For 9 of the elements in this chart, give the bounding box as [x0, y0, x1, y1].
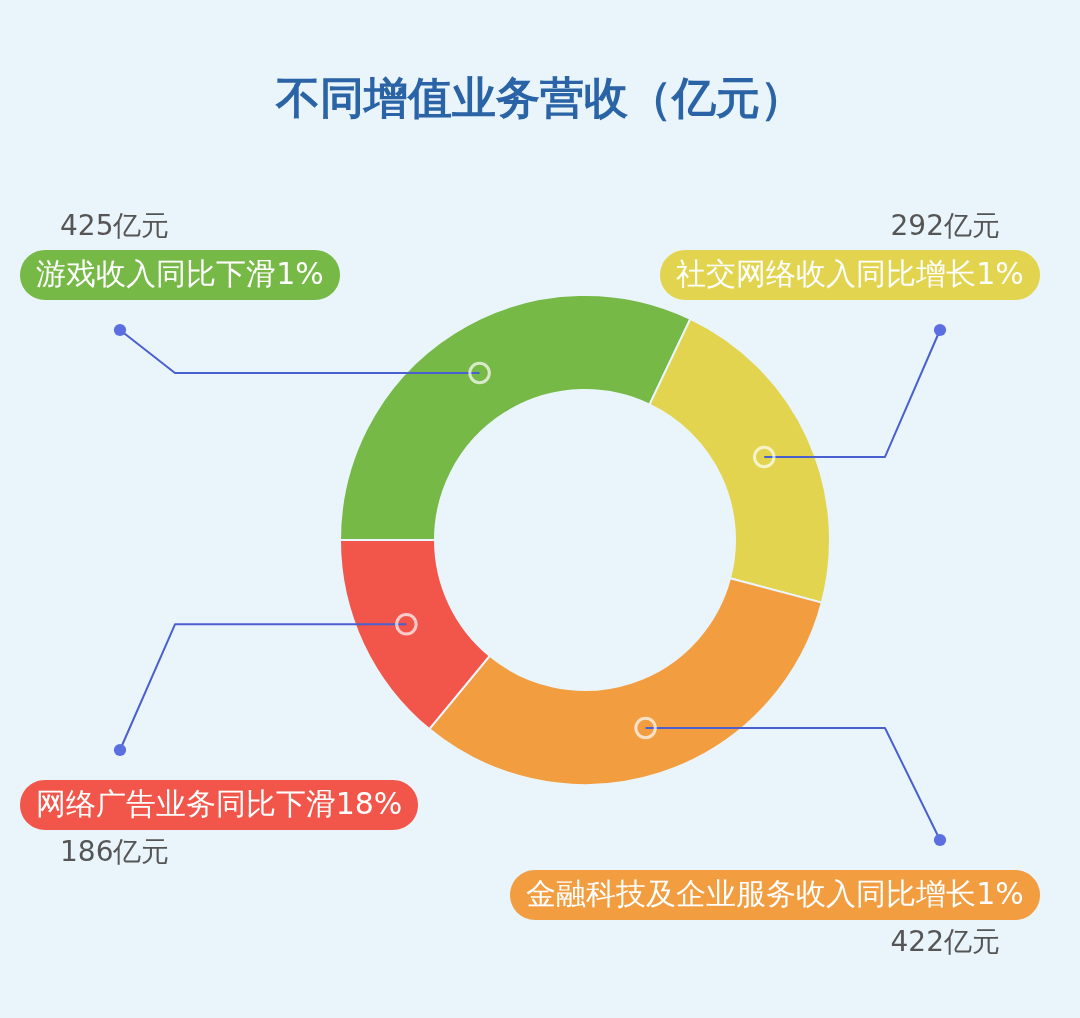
data-label: 425亿元: [60, 209, 170, 242]
data-label: 186亿元: [60, 835, 170, 868]
data-label: 292亿元: [890, 209, 1000, 242]
chart-title: 不同增值业务营收（亿元）: [275, 72, 804, 123]
data-label: 422亿元: [890, 925, 1000, 958]
slice-label: 金融科技及企业服务收入同比增长1%: [526, 876, 1024, 911]
slice-label: 网络广告业务同比下滑18%: [35, 786, 403, 821]
slice-label: 游戏收入同比下滑1%: [36, 256, 324, 291]
slice-label: 社交网络收入同比增长1%: [676, 256, 1024, 291]
